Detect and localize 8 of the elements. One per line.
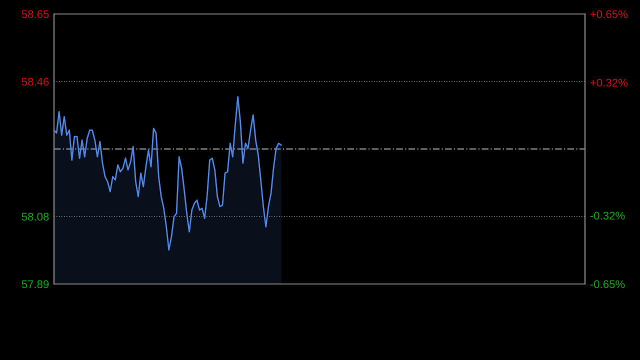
y-tick-label: 58.08	[22, 212, 49, 221]
y-tick-label: 58.65	[22, 10, 49, 18]
y2-tick-label: -0.32%	[590, 212, 625, 220]
y2-tick-label: -0.65%	[590, 280, 625, 288]
y2-tick-label: +0.65%	[590, 10, 628, 18]
y-tick-label: 57.89	[22, 280, 49, 288]
y-tick-label: 58.46	[22, 78, 49, 86]
y2-tick-label: +0.32%	[590, 78, 628, 87]
